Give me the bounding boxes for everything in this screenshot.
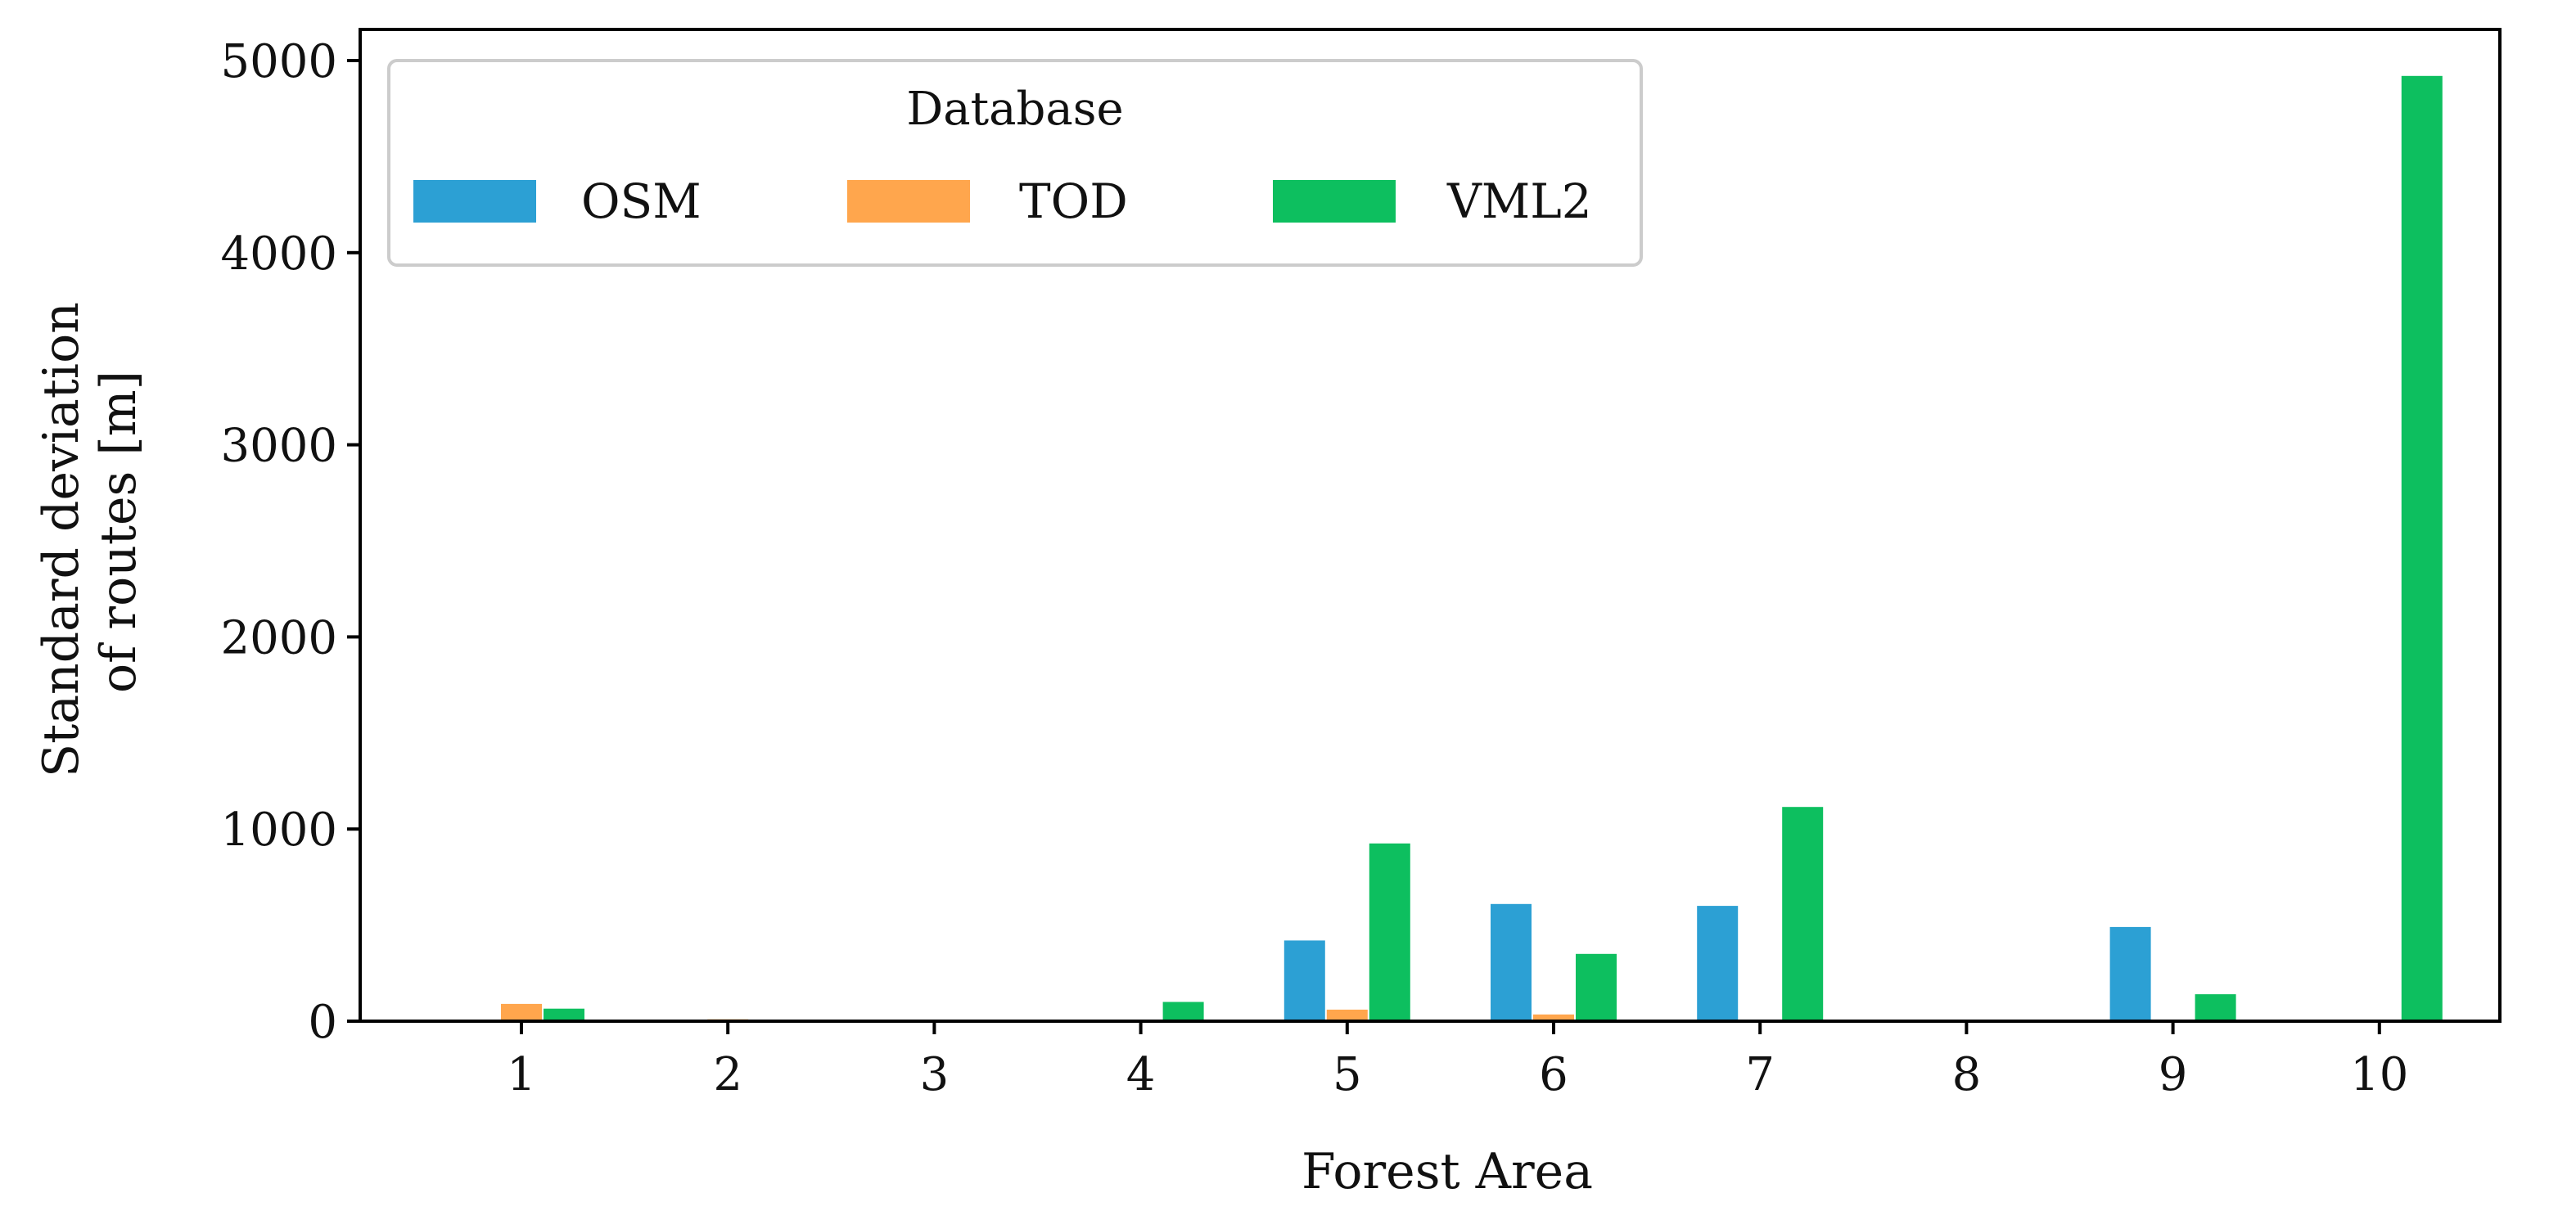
x-tick-label: 8	[1952, 1048, 1982, 1101]
x-tick-label: 6	[1539, 1048, 1568, 1101]
bar-tod-area-1	[501, 1003, 542, 1021]
bar-tod-area-5	[1326, 1009, 1368, 1021]
x-tick-label: 2	[713, 1048, 742, 1101]
x-tick-label: 4	[1126, 1048, 1156, 1101]
y-tick-label: 5000	[220, 35, 337, 88]
x-tick-label: 7	[1745, 1048, 1775, 1101]
x-tick-label: 9	[2159, 1048, 2188, 1101]
bars-layer	[501, 75, 2443, 1021]
y-tick-label: 1000	[220, 804, 337, 857]
y-tick-label: 0	[308, 996, 337, 1049]
x-tick-label: 3	[920, 1048, 950, 1101]
legend-label-osm: OSM	[581, 173, 702, 229]
bar-vml2-area-10	[2401, 75, 2443, 1021]
bar-tod-area-6	[1533, 1014, 1574, 1021]
bar-vml2-area-1	[544, 1008, 584, 1021]
x-axis-title: Forest Area	[1302, 1143, 1593, 1200]
y-axis-title-line-1: Standard deviation	[33, 302, 90, 777]
legend-swatch-osm	[413, 180, 536, 223]
bar-vml2-area-6	[1576, 953, 1617, 1021]
x-axis: 1 2 3 4 5 6 7 8 9 10	[507, 1021, 2408, 1101]
y-tick-label: 4000	[220, 227, 337, 281]
legend-title: Database	[906, 83, 1123, 136]
legend-swatch-tod	[847, 180, 970, 223]
x-tick-label: 10	[2350, 1048, 2408, 1101]
bar-vml2-area-9	[2195, 994, 2236, 1021]
bar-vml2-area-7	[1782, 807, 1824, 1021]
y-axis-title: Standard deviation of routes [m]	[33, 286, 147, 777]
legend-label-vml2: VML2	[1446, 173, 1592, 229]
x-tick-label: 5	[1333, 1048, 1362, 1101]
legend-swatch-vml2	[1273, 180, 1396, 223]
plot-frame	[359, 28, 2502, 1023]
y-tick-label: 3000	[220, 420, 337, 473]
y-tick-label: 2000	[220, 611, 337, 664]
bar-vml2-area-4	[1162, 1002, 1204, 1021]
legend-label-tod: TOD	[1019, 173, 1128, 229]
legend: Database OSM TOD VML2	[387, 59, 1643, 267]
bar-osm-area-9	[2109, 926, 2151, 1021]
bar-osm-area-7	[1697, 906, 1739, 1021]
bar-osm-area-6	[1491, 903, 1532, 1021]
bar-osm-area-5	[1283, 940, 1325, 1021]
bar-vml2-area-5	[1369, 843, 1410, 1021]
y-axis-title-line-2: of routes [m]	[90, 371, 147, 693]
x-tick-label: 1	[507, 1048, 536, 1101]
y-axis: 0 1000 2000 3000 4000 5000	[220, 35, 360, 1049]
